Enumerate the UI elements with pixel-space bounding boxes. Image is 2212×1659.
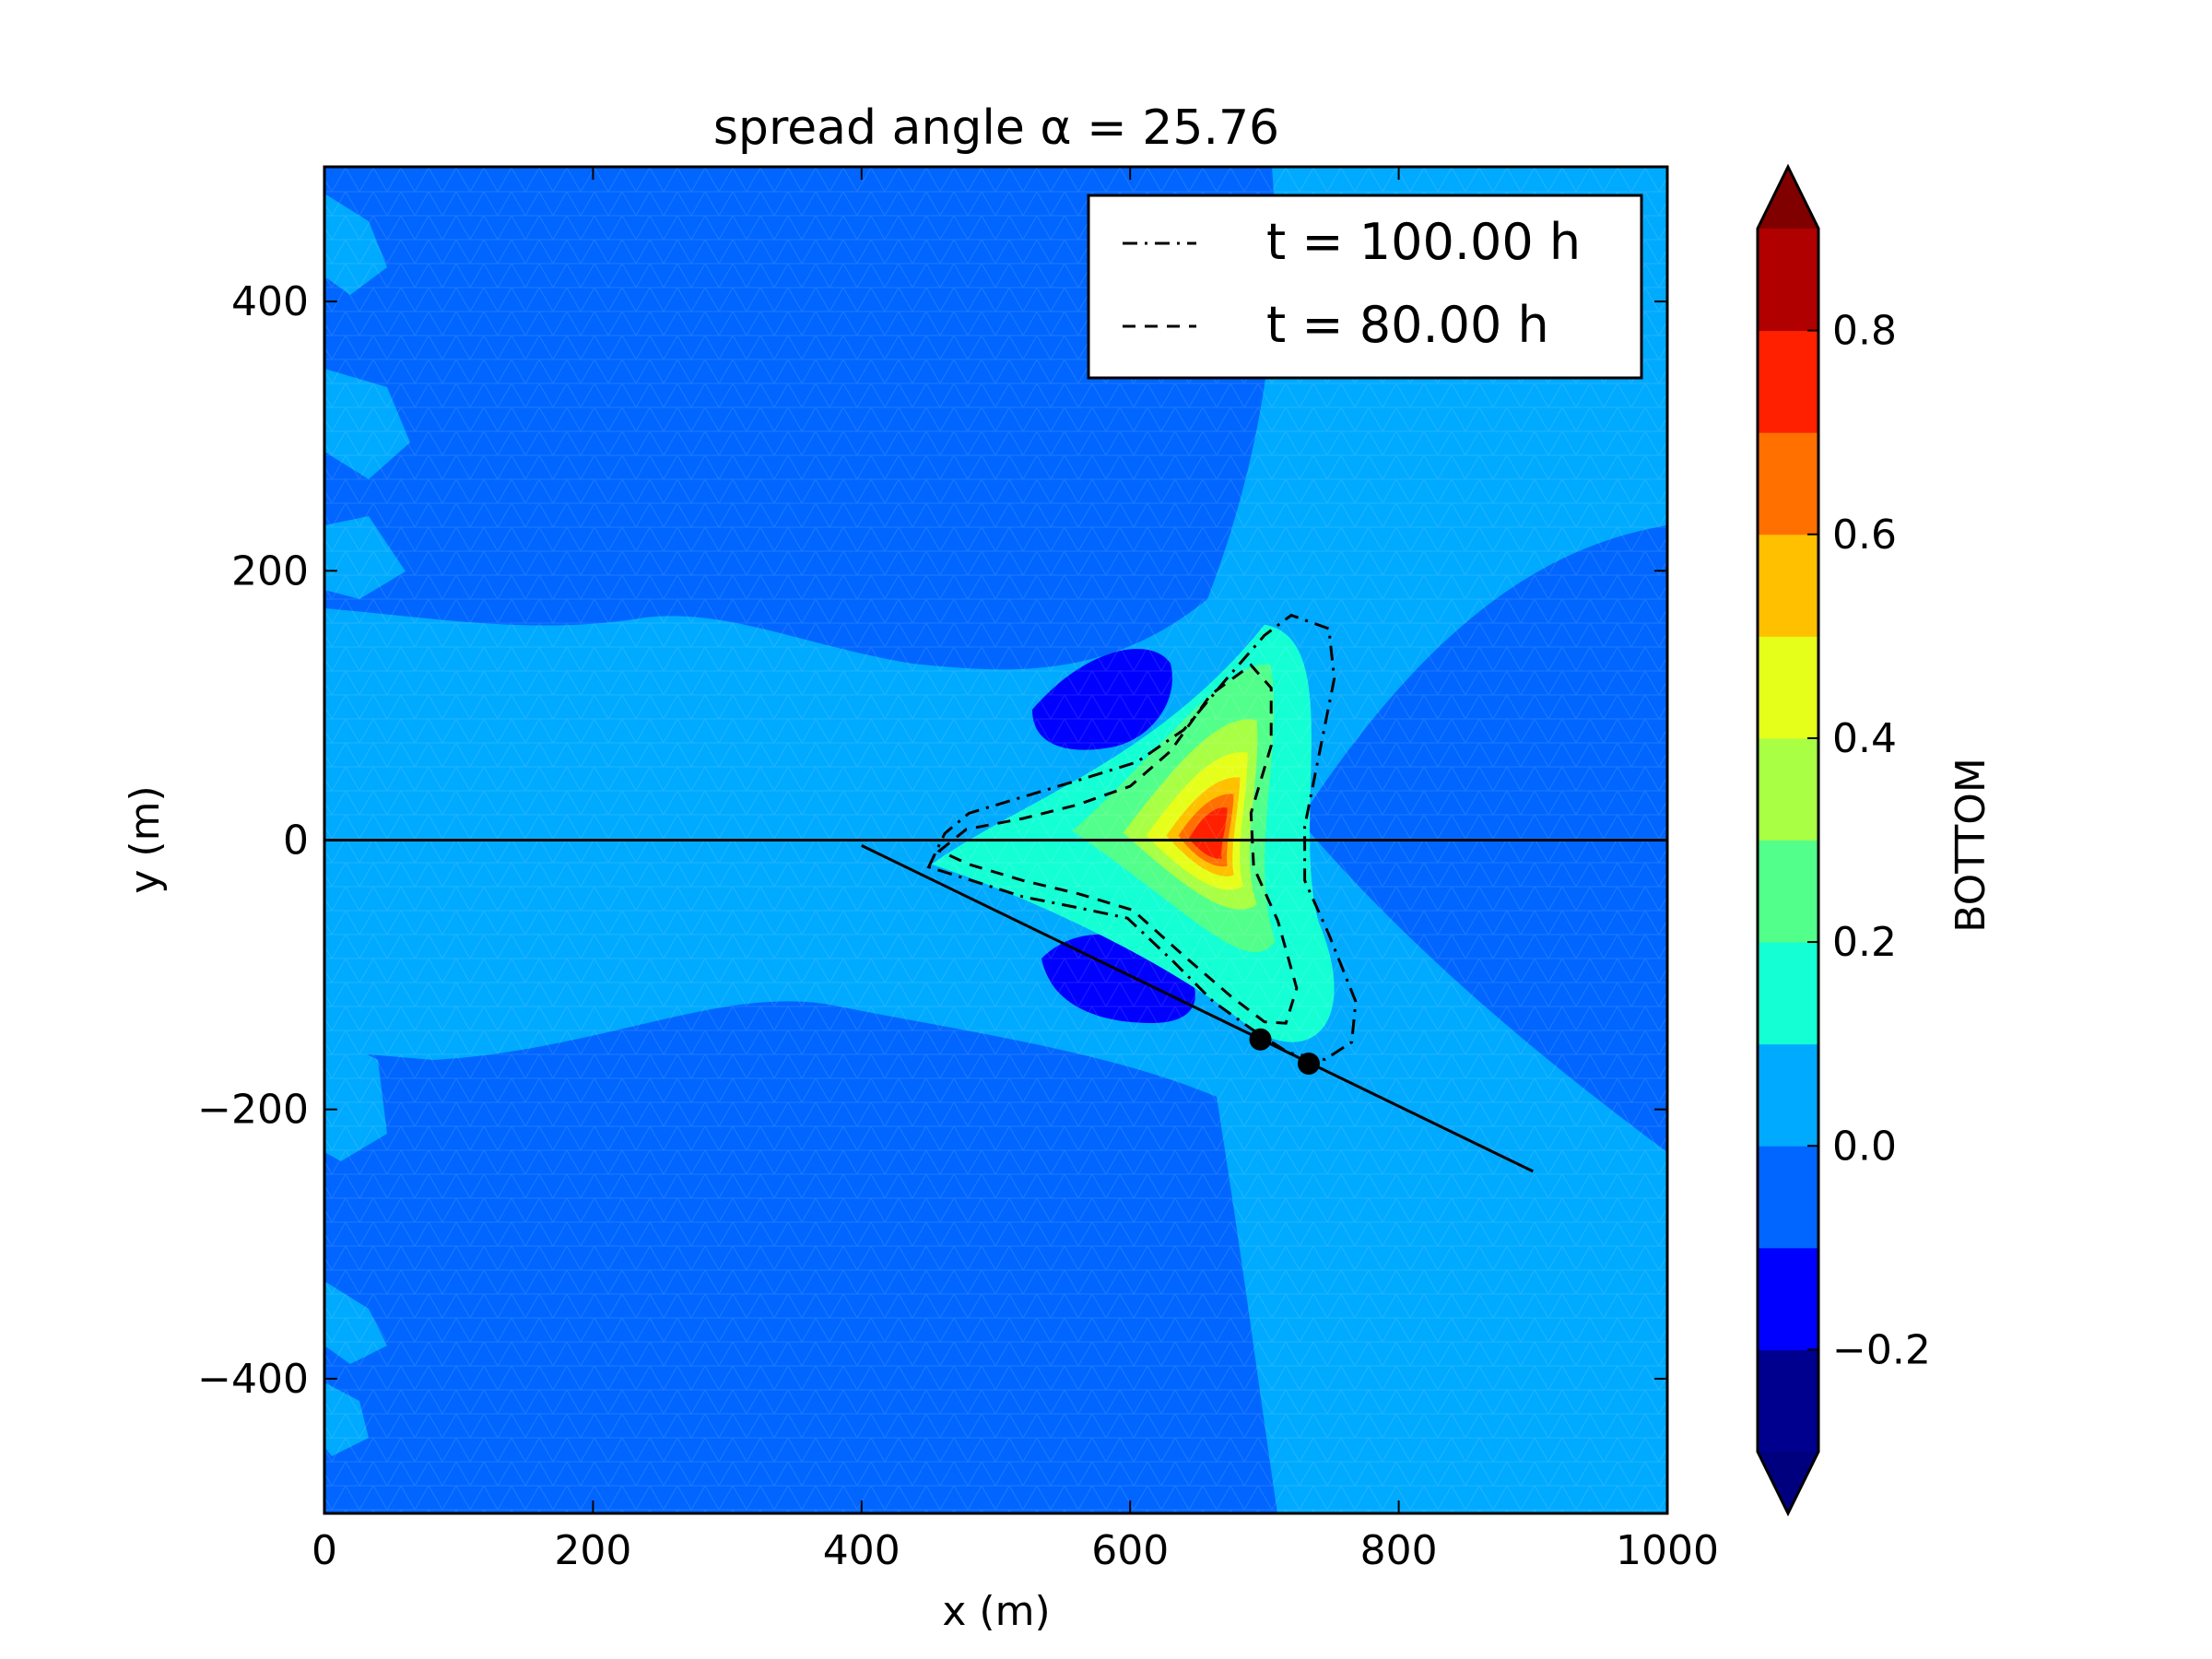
- x-tick-label: 1000: [1616, 1527, 1719, 1574]
- angled-reference-line: [861, 843, 1534, 1173]
- x-tick-label: 600: [1091, 1527, 1169, 1574]
- colorbar-extend-top: [1758, 167, 1818, 229]
- chart-title: spread angle α = 25.76: [713, 100, 1279, 156]
- x-tick-label: 800: [1360, 1527, 1438, 1574]
- colorbar-segment: [1758, 432, 1818, 535]
- colorbar-segment: [1758, 1146, 1818, 1249]
- contour-80h: [936, 663, 1299, 1025]
- x-tick-label: 400: [823, 1527, 900, 1574]
- colorbar-segment: [1758, 1247, 1818, 1350]
- y-tick-label: 200: [231, 547, 309, 594]
- colorbar-label: BOTTOM: [1947, 758, 1994, 933]
- colorbar-extend-bottom: [1758, 1452, 1818, 1513]
- marker-point-2: [1297, 1053, 1320, 1076]
- y-axis-ticks: −400 −200 0 200 400: [197, 278, 1667, 1403]
- colorbar-segment: [1758, 1043, 1818, 1147]
- colorbar-segment: [1758, 534, 1818, 637]
- plot-area: [324, 167, 1667, 1513]
- y-tick-label: −400: [197, 1356, 309, 1403]
- colorbar-tick-label: −0.2: [1832, 1326, 1931, 1373]
- colorbar-tick-label: 0.2: [1832, 919, 1897, 966]
- colorbar-tick-label: 0.0: [1832, 1123, 1897, 1170]
- colorbar-tick-label: 0.6: [1832, 512, 1897, 559]
- colorbar-segment: [1758, 942, 1818, 1045]
- colorbar-segment: [1758, 840, 1818, 943]
- colorbar-segment: [1758, 330, 1818, 433]
- colorbar-tick-label: 0.8: [1832, 308, 1897, 355]
- x-axis-label: x (m): [942, 1588, 1050, 1635]
- colorbar-segment: [1758, 737, 1818, 841]
- x-axis-ticks: 0 200 400 600 800 1000: [312, 167, 1719, 1574]
- y-axis-label: y (m): [122, 785, 169, 893]
- legend-label-80h: t = 80.00 h: [1266, 296, 1549, 354]
- x-tick-label: 0: [312, 1527, 337, 1574]
- colorbar-segment: [1758, 229, 1818, 332]
- y-tick-label: 0: [283, 818, 309, 865]
- legend-box: [1087, 194, 1643, 380]
- legend-label-100h: t = 100.00 h: [1266, 213, 1581, 271]
- colorbar-outline: [1756, 163, 1820, 1517]
- colorbar-tick-label: 0.4: [1832, 715, 1897, 762]
- colorbar: −0.2 0.0 0.2 0.4 0.6 0.8: [1756, 163, 1931, 1517]
- legend: t = 100.00 h t = 80.00 h: [1087, 194, 1643, 380]
- colorbar-segment: [1758, 636, 1818, 739]
- y-tick-label: −200: [197, 1087, 309, 1134]
- contour-100h: [926, 613, 1358, 1062]
- x-tick-label: 200: [554, 1527, 631, 1574]
- marker-point-1: [1249, 1028, 1272, 1051]
- colorbar-segment: [1758, 1349, 1818, 1453]
- y-tick-label: 400: [231, 278, 309, 325]
